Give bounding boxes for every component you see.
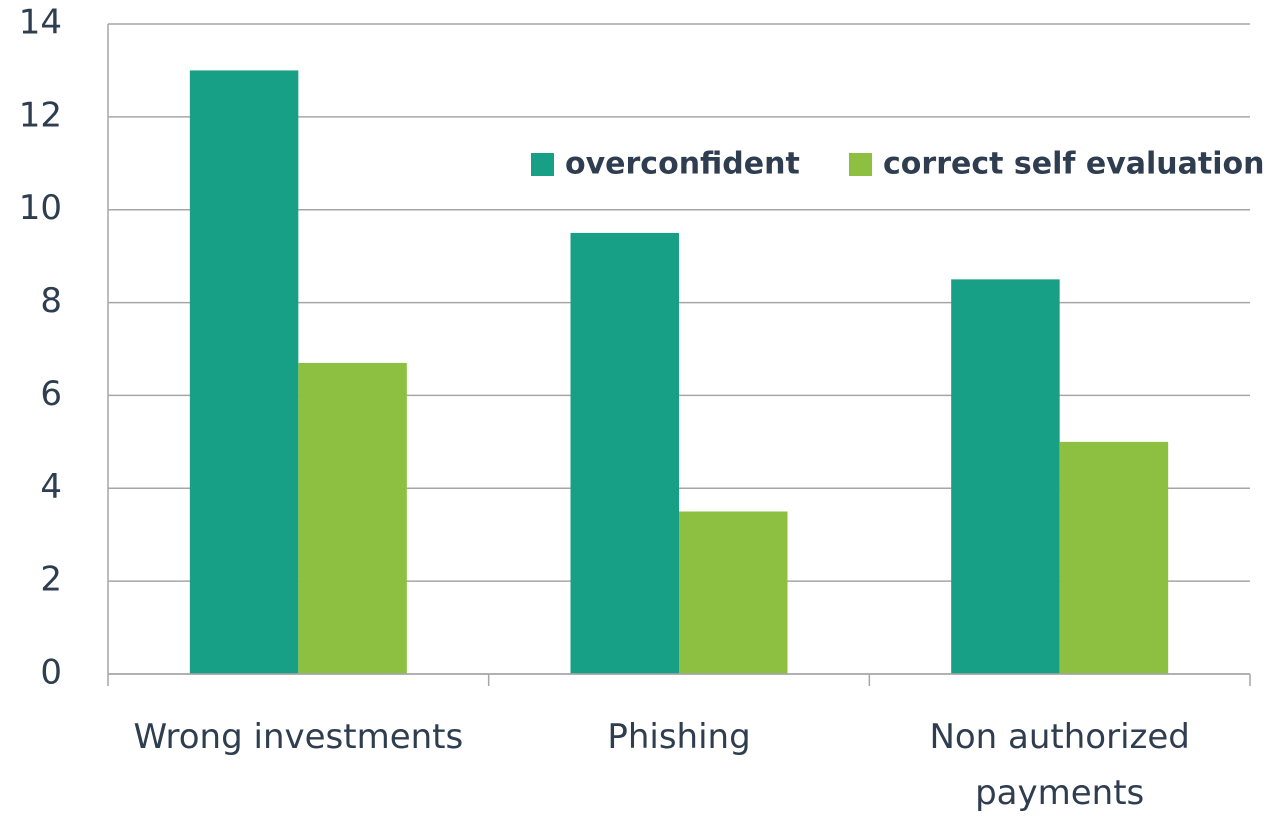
- bar: [298, 362, 407, 674]
- y-tick-label: 12: [19, 95, 62, 135]
- bar: [1059, 441, 1169, 674]
- legend-swatch: [531, 153, 554, 176]
- legend-label: overconfident: [565, 147, 800, 182]
- y-tick-label: 10: [19, 188, 62, 228]
- bar: [679, 511, 788, 674]
- y-tick-label: 0: [40, 653, 62, 693]
- x-tick-label: Non authorized payments: [929, 717, 1189, 813]
- y-tick-label: 8: [40, 281, 62, 321]
- bar: [570, 232, 679, 674]
- x-tick-label: Wrong investments: [133, 717, 463, 757]
- bar: [189, 70, 299, 674]
- legend-label: correct self evaluation: [883, 147, 1264, 182]
- y-tick-label: 14: [19, 3, 62, 43]
- legend-swatch: [849, 153, 872, 176]
- bar: [951, 279, 1060, 674]
- x-tick-label: Phishing: [607, 717, 750, 757]
- y-tick-label: 6: [40, 374, 62, 414]
- y-tick-label: 2: [40, 560, 62, 600]
- y-tick-label: 4: [40, 467, 62, 507]
